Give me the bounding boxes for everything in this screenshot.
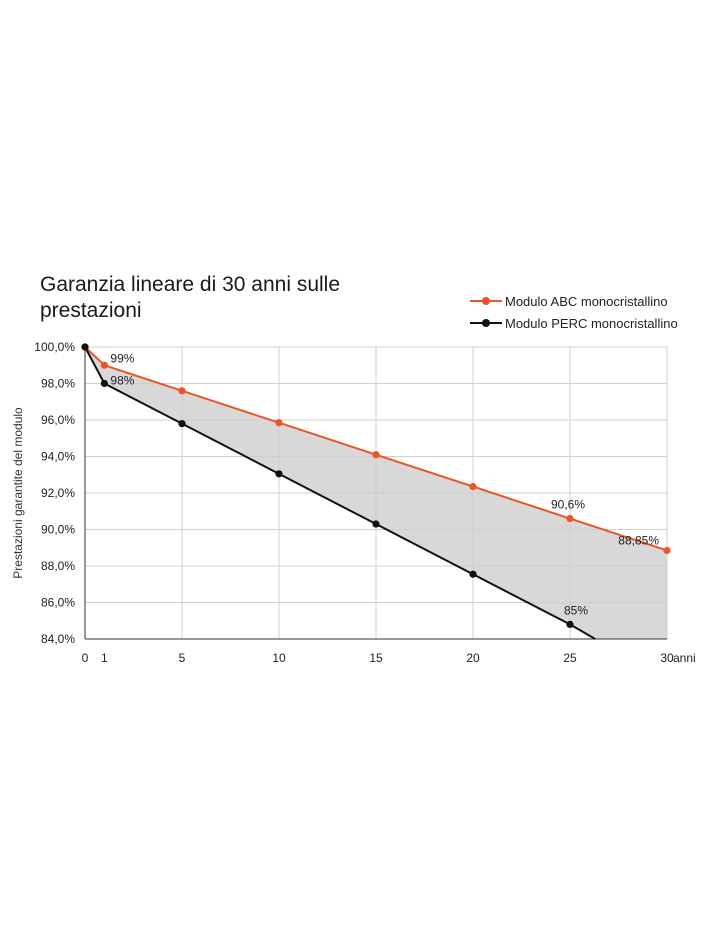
x-tick-label: 10 bbox=[272, 651, 286, 665]
data-label: 99% bbox=[110, 351, 134, 365]
data-point-abc bbox=[100, 361, 108, 369]
y-tick-label: 84,0% bbox=[41, 632, 75, 646]
data-point-abc bbox=[566, 514, 574, 523]
data-point-perc bbox=[100, 379, 108, 388]
data-point-abc bbox=[663, 546, 671, 555]
x-tick-label: 30 bbox=[660, 651, 674, 665]
x-tick-label: 1 bbox=[101, 651, 108, 665]
x-tick-label: 0 bbox=[82, 651, 89, 665]
y-tick-label: 92,0% bbox=[41, 486, 75, 500]
legend-item-perc: Modulo PERC monocristallino bbox=[470, 312, 678, 334]
legend-label-perc: Modulo PERC monocristallino bbox=[505, 315, 678, 331]
data-point-perc bbox=[81, 343, 89, 351]
x-tick-label: 25 bbox=[563, 651, 577, 665]
y-tick-label: 86,0% bbox=[41, 596, 75, 610]
data-point-abc bbox=[275, 419, 283, 427]
x-tick-label: 15 bbox=[369, 651, 383, 665]
y-tick-label: 90,0% bbox=[41, 523, 75, 537]
y-tick-label: 98,0% bbox=[41, 377, 75, 391]
data-label: 85% bbox=[564, 603, 588, 617]
data-label: 98% bbox=[110, 374, 134, 388]
legend-swatch-abc bbox=[470, 295, 502, 307]
y-tick-label: 88,0% bbox=[41, 559, 75, 573]
series-line-perc bbox=[84, 346, 596, 640]
chart-title: Garanzia lineare di 30 anni sulle presta… bbox=[40, 273, 341, 322]
x-axis-label: anni bbox=[673, 651, 696, 665]
x-tick-label: 5 bbox=[179, 651, 186, 665]
series-line-abc bbox=[84, 346, 668, 552]
y-tick-label: 100,0% bbox=[34, 340, 75, 354]
y-tick-label: 94,0% bbox=[41, 450, 75, 464]
data-point-abc bbox=[178, 387, 186, 395]
data-label: 88,85% bbox=[618, 533, 659, 547]
data-point-perc bbox=[566, 620, 574, 629]
legend-label-abc: Modulo ABC monocristallino bbox=[505, 293, 668, 309]
x-tick-label: 20 bbox=[466, 651, 480, 665]
data-label: 90,6% bbox=[551, 498, 585, 512]
legend-item-abc: Modulo ABC monocristallino bbox=[470, 290, 678, 312]
data-point-perc bbox=[372, 520, 380, 528]
data-point-perc bbox=[469, 570, 477, 578]
data-point-abc bbox=[469, 483, 477, 491]
y-tick-label: 96,0% bbox=[41, 413, 75, 427]
legend: Modulo ABC monocristallino Modulo PERC m… bbox=[470, 290, 678, 334]
data-point-perc bbox=[275, 470, 283, 478]
data-point-perc bbox=[178, 420, 186, 428]
legend-swatch-perc bbox=[470, 317, 502, 329]
data-point-abc bbox=[372, 451, 380, 459]
